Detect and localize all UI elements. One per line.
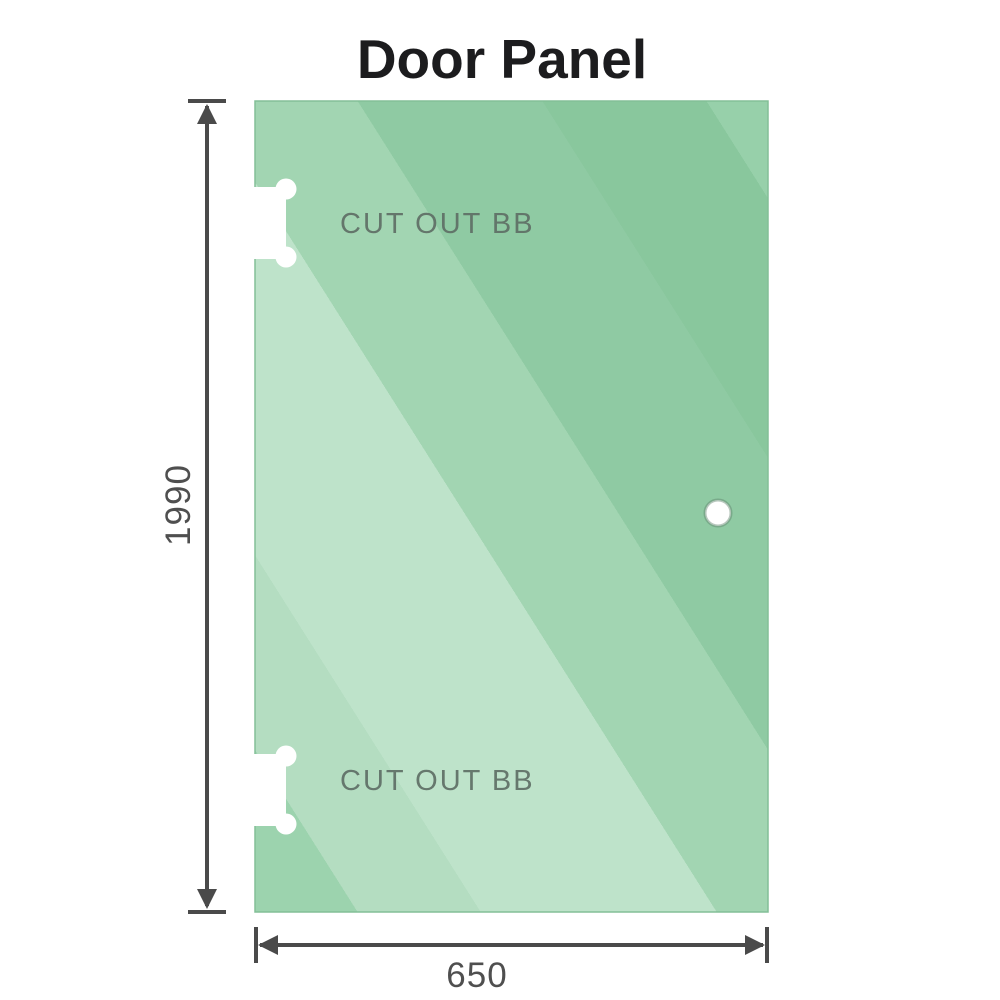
hinge-cutout-bottom — [254, 745, 297, 835]
height-dimension-value: 1990 — [159, 464, 198, 546]
hinge-cutout-top — [254, 178, 297, 268]
glass-panel — [254, 100, 769, 913]
arrow-up-icon — [197, 104, 217, 124]
hinge-cutout-bottom-body — [254, 754, 286, 826]
arrow-down-icon — [197, 889, 217, 909]
width-dimension: 650 — [254, 927, 769, 995]
page-title: Door Panel — [357, 28, 647, 90]
cutout-label-bottom: CUT OUT BB — [340, 765, 535, 797]
height-dimension: 1990 — [159, 99, 226, 914]
arrow-right-icon — [745, 935, 765, 955]
arrow-left-icon — [258, 935, 278, 955]
cutout-label-top: CUT OUT BB — [340, 208, 535, 240]
handle-hole — [703, 498, 733, 528]
width-dimension-value: 650 — [446, 956, 507, 995]
hinge-cutout-top-body — [254, 187, 286, 259]
